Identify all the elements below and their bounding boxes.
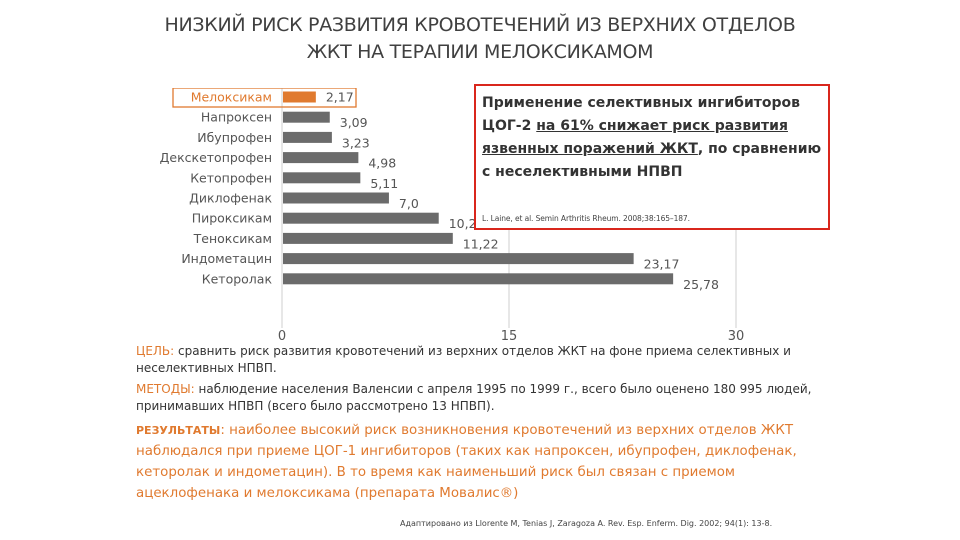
value-label-5: 7,0 (399, 196, 419, 211)
results-label: РЕЗУЛЬТАТЫ (136, 424, 221, 437)
x-tick-label-2: 30 (728, 329, 745, 344)
category-label-7: Теноксикам (193, 231, 272, 246)
bar-1 (283, 111, 330, 123)
callout-text-a: Применение селективных ингибиторов ЦОГ-2 (482, 95, 800, 134)
category-label-4: Кетопрофен (190, 170, 272, 185)
slide-title: НИЗКИЙ РИСК РАЗВИТИЯ КРОВОТЕЧЕНИЙ ИЗ ВЕР… (0, 12, 960, 66)
value-label-9: 25,78 (683, 277, 719, 292)
value-label-3: 4,98 (368, 156, 396, 171)
highlight-box (172, 88, 357, 108)
category-label-0: Мелоксикам (191, 90, 272, 105)
bar-0 (283, 91, 316, 103)
title-line-1: НИЗКИЙ РИСК РАЗВИТИЯ КРОВОТЕЧЕНИЙ ИЗ ВЕР… (164, 14, 796, 36)
callout-text-b: , по сравнению с неселективными НПВП (482, 141, 822, 180)
value-label-1: 3,09 (340, 115, 368, 130)
title-line-2: ЖКТ НА ТЕРАПИИ МЕЛОКСИКАМОМ (306, 41, 654, 63)
bar-7 (283, 232, 453, 244)
category-label-3: Декскетопрофен (160, 150, 272, 165)
bar-4 (283, 172, 361, 184)
bar-chart: 0 15 30 Мелоксикам 2,17 Напроксен 3,09 Ибупрофе… (160, 88, 745, 344)
x-tick-label-1: 15 (501, 329, 518, 344)
methods-text: наблюдение населения Валенсии с апреля 1… (136, 382, 812, 413)
callout-reference: L. Laine, et al. Semin Arthritis Rheum. … (482, 214, 690, 223)
bar-2 (283, 131, 332, 143)
goal-label: ЦЕЛЬ: (136, 344, 175, 358)
value-label-0: 2,17 (326, 90, 354, 105)
source-citation: Адаптировано из Llorente M, Tenias J, Za… (400, 519, 773, 528)
value-label-2: 3,23 (342, 135, 370, 150)
value-label-7: 11,22 (463, 236, 499, 251)
results-paragraph: РЕЗУЛЬТАТЫ: наиболее высокий риск возник… (136, 420, 836, 504)
callout-text: Применение селективных ингибиторов ЦОГ-2… (482, 92, 824, 184)
methods-paragraph: МЕТОДЫ: наблюдение населения Валенсии с … (136, 381, 836, 415)
results-text: : наиболее высокий риск возникновения кр… (136, 423, 797, 501)
x-tick-label-0: 0 (278, 329, 286, 344)
bar-6 (283, 212, 439, 224)
category-label-9: Кеторолак (202, 271, 273, 286)
bar-3 (283, 152, 359, 164)
bar-9 (283, 273, 674, 285)
callout-text-underlined: на 61% снижает риск развития язвенных по… (482, 118, 788, 157)
goal-text: сравнить риск развития кровотечений из в… (136, 344, 791, 375)
callout-box: Применение селективных ингибиторов ЦОГ-2… (474, 84, 830, 230)
value-label-8: 23,17 (644, 257, 680, 272)
goal-paragraph: ЦЕЛЬ: сравнить риск развития кровотечени… (136, 343, 836, 377)
category-label-8: Индометацин (181, 251, 272, 266)
methods-label: МЕТОДЫ: (136, 382, 195, 396)
value-label-4: 5,11 (370, 176, 398, 191)
category-label-2: Ибупрофен (197, 130, 272, 145)
category-label-5: Диклофенак (189, 191, 272, 206)
bar-5 (283, 192, 389, 204)
bar-8 (283, 253, 634, 265)
category-label-6: Пироксикам (192, 211, 272, 226)
category-label-1: Напроксен (201, 110, 272, 125)
